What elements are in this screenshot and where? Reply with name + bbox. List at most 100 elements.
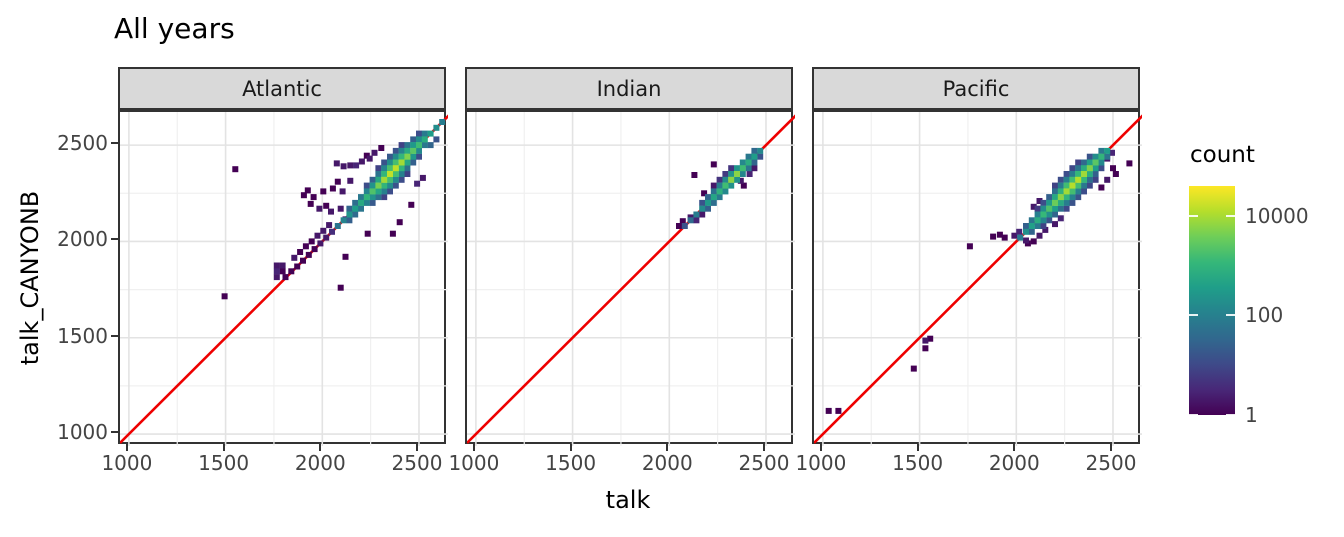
- y-tick-mark: [111, 142, 118, 145]
- bin: [1098, 165, 1105, 172]
- bin: [699, 205, 706, 212]
- bin: [308, 238, 315, 245]
- bin: [328, 208, 334, 215]
- bin: [339, 188, 346, 195]
- bin: [751, 153, 758, 160]
- bin: [1040, 217, 1047, 224]
- bin: [739, 159, 746, 166]
- y-axis-title: talk_CANYONB: [16, 190, 44, 366]
- x-tick-label: 1500: [198, 451, 250, 475]
- bin: [716, 176, 723, 183]
- bin: [392, 176, 399, 183]
- bin: [381, 171, 388, 177]
- bin: [705, 199, 711, 206]
- bin: [404, 153, 411, 160]
- bin: [728, 171, 735, 177]
- bin: [1081, 182, 1087, 189]
- bin: [419, 174, 426, 181]
- y-tick-label: 1000: [57, 420, 108, 445]
- bin: [1057, 205, 1064, 212]
- bin: [352, 211, 359, 218]
- bin: [300, 192, 307, 199]
- bin: [358, 199, 364, 206]
- bin: [358, 205, 364, 212]
- bin: [329, 185, 336, 192]
- bin: [825, 407, 832, 414]
- bin: [375, 182, 382, 189]
- bin: [381, 194, 388, 201]
- bin: [375, 165, 382, 172]
- bin: [398, 147, 405, 154]
- bin: [1040, 199, 1047, 206]
- bin: [273, 268, 280, 275]
- bin: [1052, 221, 1058, 228]
- panel-plot-area: [467, 112, 795, 446]
- bin: [387, 176, 393, 183]
- bin: [1052, 188, 1058, 195]
- bin: [691, 172, 698, 178]
- bin: [1081, 165, 1087, 172]
- bin: [922, 345, 929, 352]
- x-tick-label: 2000: [988, 451, 1040, 475]
- x-tick-label: 2500: [391, 451, 443, 475]
- bin: [317, 240, 324, 247]
- bin: [693, 211, 700, 218]
- bin: [398, 153, 405, 160]
- legend-title: count: [1190, 142, 1255, 168]
- bin: [1028, 223, 1035, 229]
- bin: [387, 165, 393, 172]
- bin: [1063, 188, 1070, 195]
- bin: [381, 159, 388, 166]
- bin: [1075, 188, 1082, 195]
- facet-strip-label: Pacific: [942, 76, 1010, 101]
- bin: [369, 194, 376, 201]
- panel-indian: [465, 110, 795, 446]
- bin: [404, 159, 411, 166]
- bin: [398, 176, 405, 183]
- bin: [364, 230, 371, 237]
- bin: [288, 268, 295, 275]
- bin: [375, 188, 382, 195]
- bin: [705, 194, 711, 201]
- bin: [966, 243, 973, 250]
- x-tick-label: 1000: [795, 451, 847, 475]
- bin: [392, 171, 399, 177]
- bin: [710, 199, 717, 206]
- bin: [676, 223, 682, 229]
- bin: [996, 231, 1003, 238]
- bin: [1098, 153, 1105, 160]
- bin: [392, 147, 399, 154]
- bin: [375, 171, 382, 177]
- legend-tick-mark: [1226, 414, 1235, 416]
- legend-tick-mark: [1189, 214, 1198, 217]
- plot-title: All years: [114, 12, 235, 45]
- bin: [1036, 198, 1043, 204]
- bin: [1075, 159, 1082, 166]
- bin: [302, 243, 309, 250]
- bin: [334, 223, 341, 229]
- bin: [710, 188, 717, 195]
- facet-strip-indian: Indian: [465, 67, 793, 110]
- bin: [716, 188, 723, 195]
- bin: [1011, 232, 1018, 239]
- facet-strip-pacific: Pacific: [812, 67, 1140, 110]
- bin: [1063, 182, 1070, 189]
- bin: [387, 171, 393, 177]
- bin: [392, 165, 399, 172]
- facet-strip-atlantic: Atlantic: [118, 67, 446, 110]
- bin: [751, 165, 758, 172]
- bin: [1046, 199, 1053, 206]
- bin: [1092, 171, 1099, 177]
- bin: [381, 176, 388, 183]
- bin: [722, 176, 729, 183]
- legend-tick-mark: [1226, 214, 1235, 217]
- bin: [363, 194, 370, 201]
- bin: [746, 171, 753, 177]
- bin: [1081, 159, 1087, 166]
- bin: [433, 136, 440, 143]
- bin: [323, 202, 330, 209]
- bin: [410, 159, 417, 166]
- legend-tick-label: 100: [1245, 303, 1284, 328]
- bin: [340, 163, 347, 170]
